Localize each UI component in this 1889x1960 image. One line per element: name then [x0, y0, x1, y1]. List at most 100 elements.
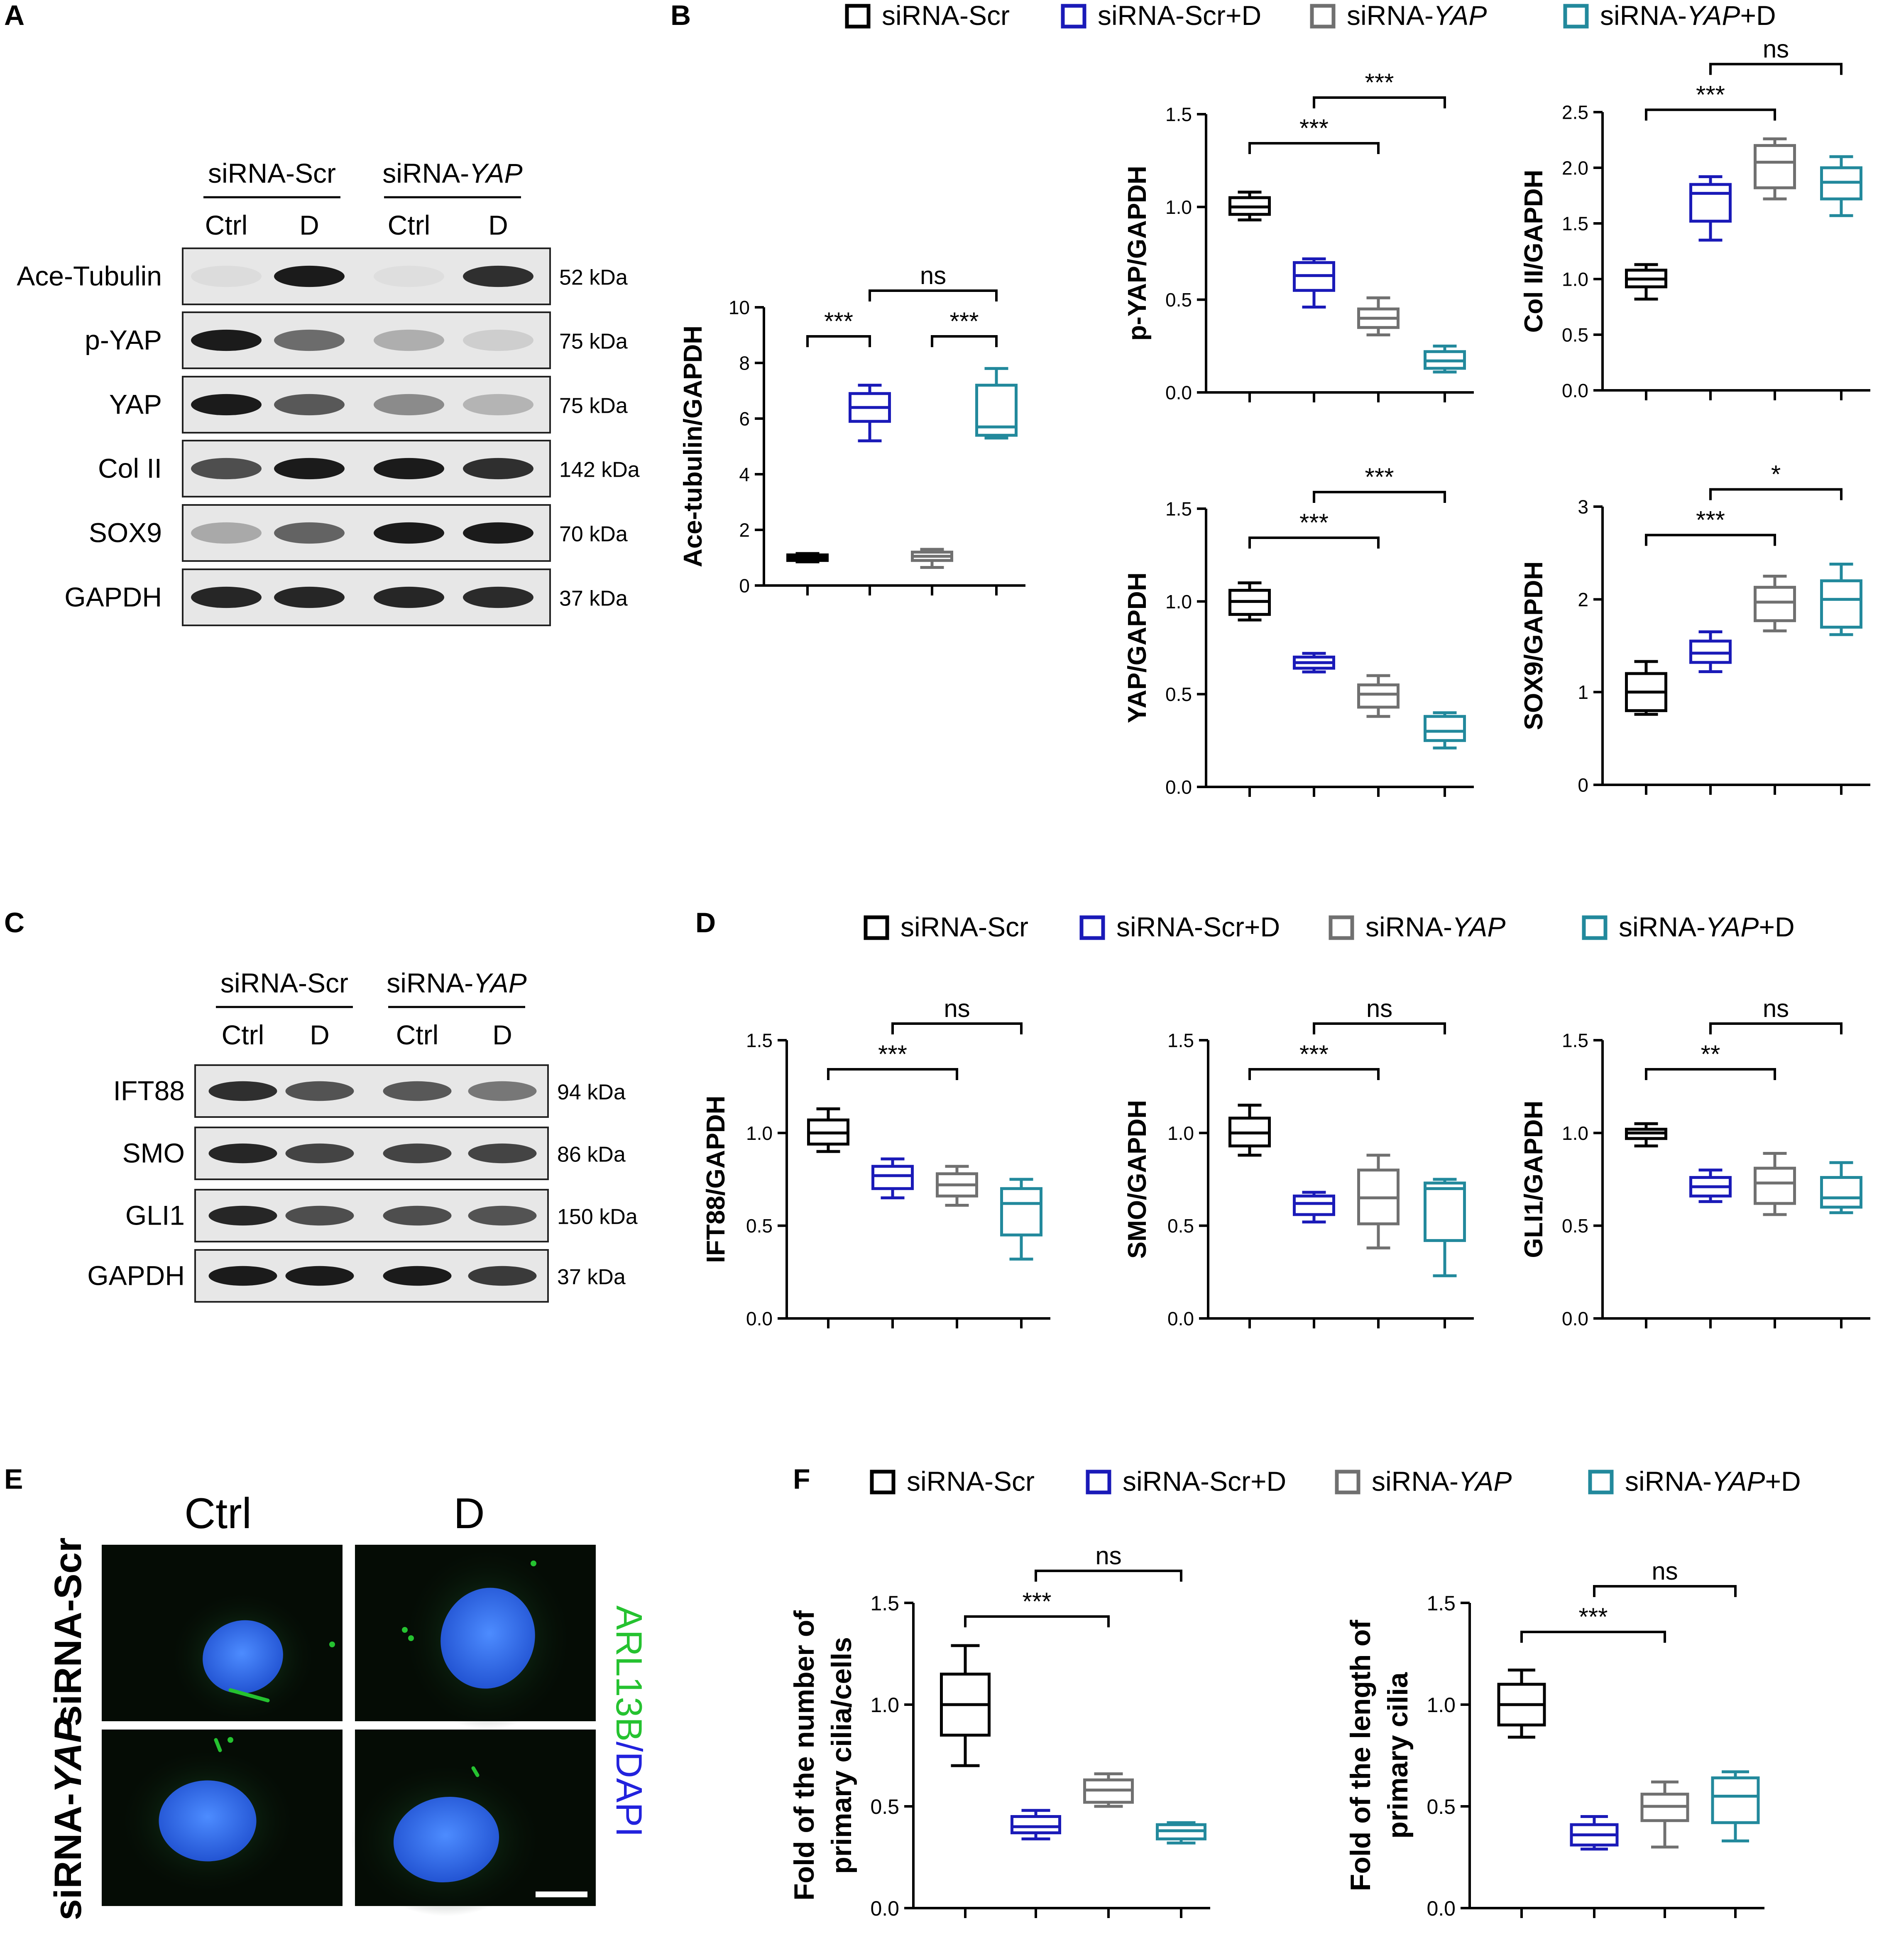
blot-band [468, 1143, 537, 1164]
y-tick-label: 1.0 [1167, 1122, 1194, 1144]
blot-band [208, 1266, 277, 1286]
y-tick-label: 6 [739, 408, 750, 430]
blot-protein-label: GAPDH [64, 582, 162, 612]
panel-label-e: E [4, 1463, 23, 1495]
bracket-line [1313, 491, 1446, 503]
bracket-line [1248, 142, 1380, 154]
legend-label-suffix: +D [1765, 1466, 1801, 1497]
box-siRNA-Scr [1228, 1103, 1271, 1157]
panel-label-d: D [695, 907, 716, 938]
box-siRNA-Scr [807, 1107, 849, 1153]
box-siRNA-Scr+D [1293, 1191, 1335, 1224]
y-tick-label: 3 [1578, 496, 1588, 518]
significance-bracket: * [1709, 460, 1843, 500]
blot-row: GLI1 150 kDa [125, 1189, 638, 1242]
box-siRNA-YAP+D [1156, 1821, 1206, 1845]
bracket-line [1248, 1068, 1380, 1080]
blot-protein-label: SMO [122, 1138, 185, 1169]
western-blot-c: siRNA-Scr siRNA-YAP Ctrl D Ctrl D IFT88 94 kDa S… [87, 968, 638, 1303]
y-axis-label: SOX9/GAPDH [1520, 561, 1548, 730]
blot-band [383, 1143, 452, 1164]
y-tick-label: 1.0 [746, 1122, 773, 1144]
legend-label: siRNA-YAP [1347, 0, 1487, 31]
blot-kda-label: 94 kDa [557, 1080, 626, 1105]
bracket-line [1035, 1569, 1182, 1582]
blot-band [208, 1081, 277, 1101]
blot-lane-label: Ctrl [396, 1019, 439, 1050]
arl13b-puncta [408, 1635, 414, 1641]
box-siRNA-YAP [1083, 1772, 1134, 1808]
box-siRNA-Scr+D [1293, 257, 1335, 309]
y-axis-label: Fold of the length of [1345, 1619, 1376, 1891]
arl13b-puncta [402, 1627, 408, 1633]
significance-bracket: ns [869, 262, 998, 301]
blot-row: SMO 86 kDa [122, 1127, 626, 1180]
chart-gli1: 0.0 0.5 1.0 1.5 GLI1/GAPDH ** ns [1520, 995, 1870, 1330]
box-siRNA-Scr+D [1689, 175, 1732, 242]
blot-row: Col II 142 kDa [98, 440, 640, 497]
blot-row: GAPDH 37 kDa [64, 568, 628, 626]
y-tick-label: 1.5 [1562, 1030, 1588, 1051]
image-row-label-text: siRNA- [47, 1793, 89, 1921]
image-row-label-italic: YAP [47, 1717, 89, 1793]
y-axis-label: SMO/GAPDH [1123, 1100, 1152, 1259]
blot-group-label: siRNA-Scr [208, 158, 336, 189]
blot-lane-label: Ctrl [222, 1019, 264, 1050]
significance-bracket: ns [1709, 995, 1843, 1034]
blot-protein-label: SOX9 [89, 517, 162, 548]
blot-group-label-text: siRNA-Scr [220, 968, 348, 998]
blot-protein-label: YAP [109, 389, 162, 420]
box-siRNA-Scr [1625, 263, 1667, 301]
box-siRNA-YAP+D [1820, 562, 1862, 636]
box-siRNA-Scr [1625, 660, 1667, 716]
y-tick-label: 1.0 [1562, 269, 1588, 290]
y-tick-label: 1.5 [870, 1592, 899, 1615]
blot-band [463, 329, 533, 351]
bracket-line [964, 1615, 1110, 1627]
legend-label-text: siRNA- [1372, 1466, 1458, 1497]
significance-bracket: *** [1248, 114, 1380, 154]
significance-bracket: ns [891, 995, 1023, 1034]
blot-kda-label: 70 kDa [559, 522, 628, 546]
y-axis-label: Fold of the number of [788, 1610, 820, 1901]
y-tick-label: 1 [1578, 681, 1588, 703]
significance-label: * [1771, 460, 1781, 488]
y-axis-label-line2: primary cilia/cells [826, 1637, 857, 1874]
nucleus-dapi [159, 1780, 257, 1862]
significance-bracket: *** [1313, 463, 1446, 503]
blot-group-label-text: siRNA- [387, 968, 473, 998]
box-siRNA-YAP [1754, 1152, 1796, 1216]
stain-label-group: ARL13B/DAPI [609, 1605, 650, 1837]
y-axis-label-line2: primary cilia [1382, 1672, 1414, 1839]
box-iqr [1011, 1815, 1061, 1835]
blot-band [383, 1266, 452, 1286]
blot-band [374, 522, 444, 544]
significance-label: *** [1299, 114, 1329, 142]
box-siRNA-YAP [936, 1165, 978, 1207]
significance-bracket: *** [1248, 1040, 1380, 1080]
significance-bracket: *** [827, 1040, 958, 1080]
legend-swatch [864, 915, 889, 940]
legend-label-text: siRNA-Scr [907, 1466, 1035, 1497]
legend-label-italic: YAP [1712, 1466, 1765, 1497]
legend-label: siRNA-YAP+D [1625, 1466, 1801, 1497]
blot-band [374, 394, 444, 416]
y-tick-label: 0.5 [1165, 289, 1192, 311]
blot-band [191, 394, 262, 416]
y-axis-label: Col II/GAPDH [1520, 170, 1548, 333]
legend-label-italic: YAP [1458, 1466, 1512, 1497]
panel-label-c: C [4, 907, 24, 938]
box-iqr [1293, 1194, 1335, 1216]
significance-label: *** [824, 307, 853, 335]
chart-pyap: 0.0 0.5 1.0 1.5 p-YAP/GAPDH *** *** [1123, 69, 1474, 404]
stain-label-dapi: /DAPI [609, 1742, 650, 1837]
primary-cilium [228, 1688, 270, 1703]
significance-label: ** [1701, 1040, 1720, 1068]
y-tick-label: 0.0 [870, 1897, 899, 1920]
bracket-line [806, 335, 871, 347]
y-tick-label: 1.0 [1165, 196, 1192, 218]
box-siRNA-YAP [1357, 674, 1400, 718]
box-iqr [1000, 1187, 1042, 1237]
y-tick-label: 0.0 [1427, 1897, 1456, 1920]
